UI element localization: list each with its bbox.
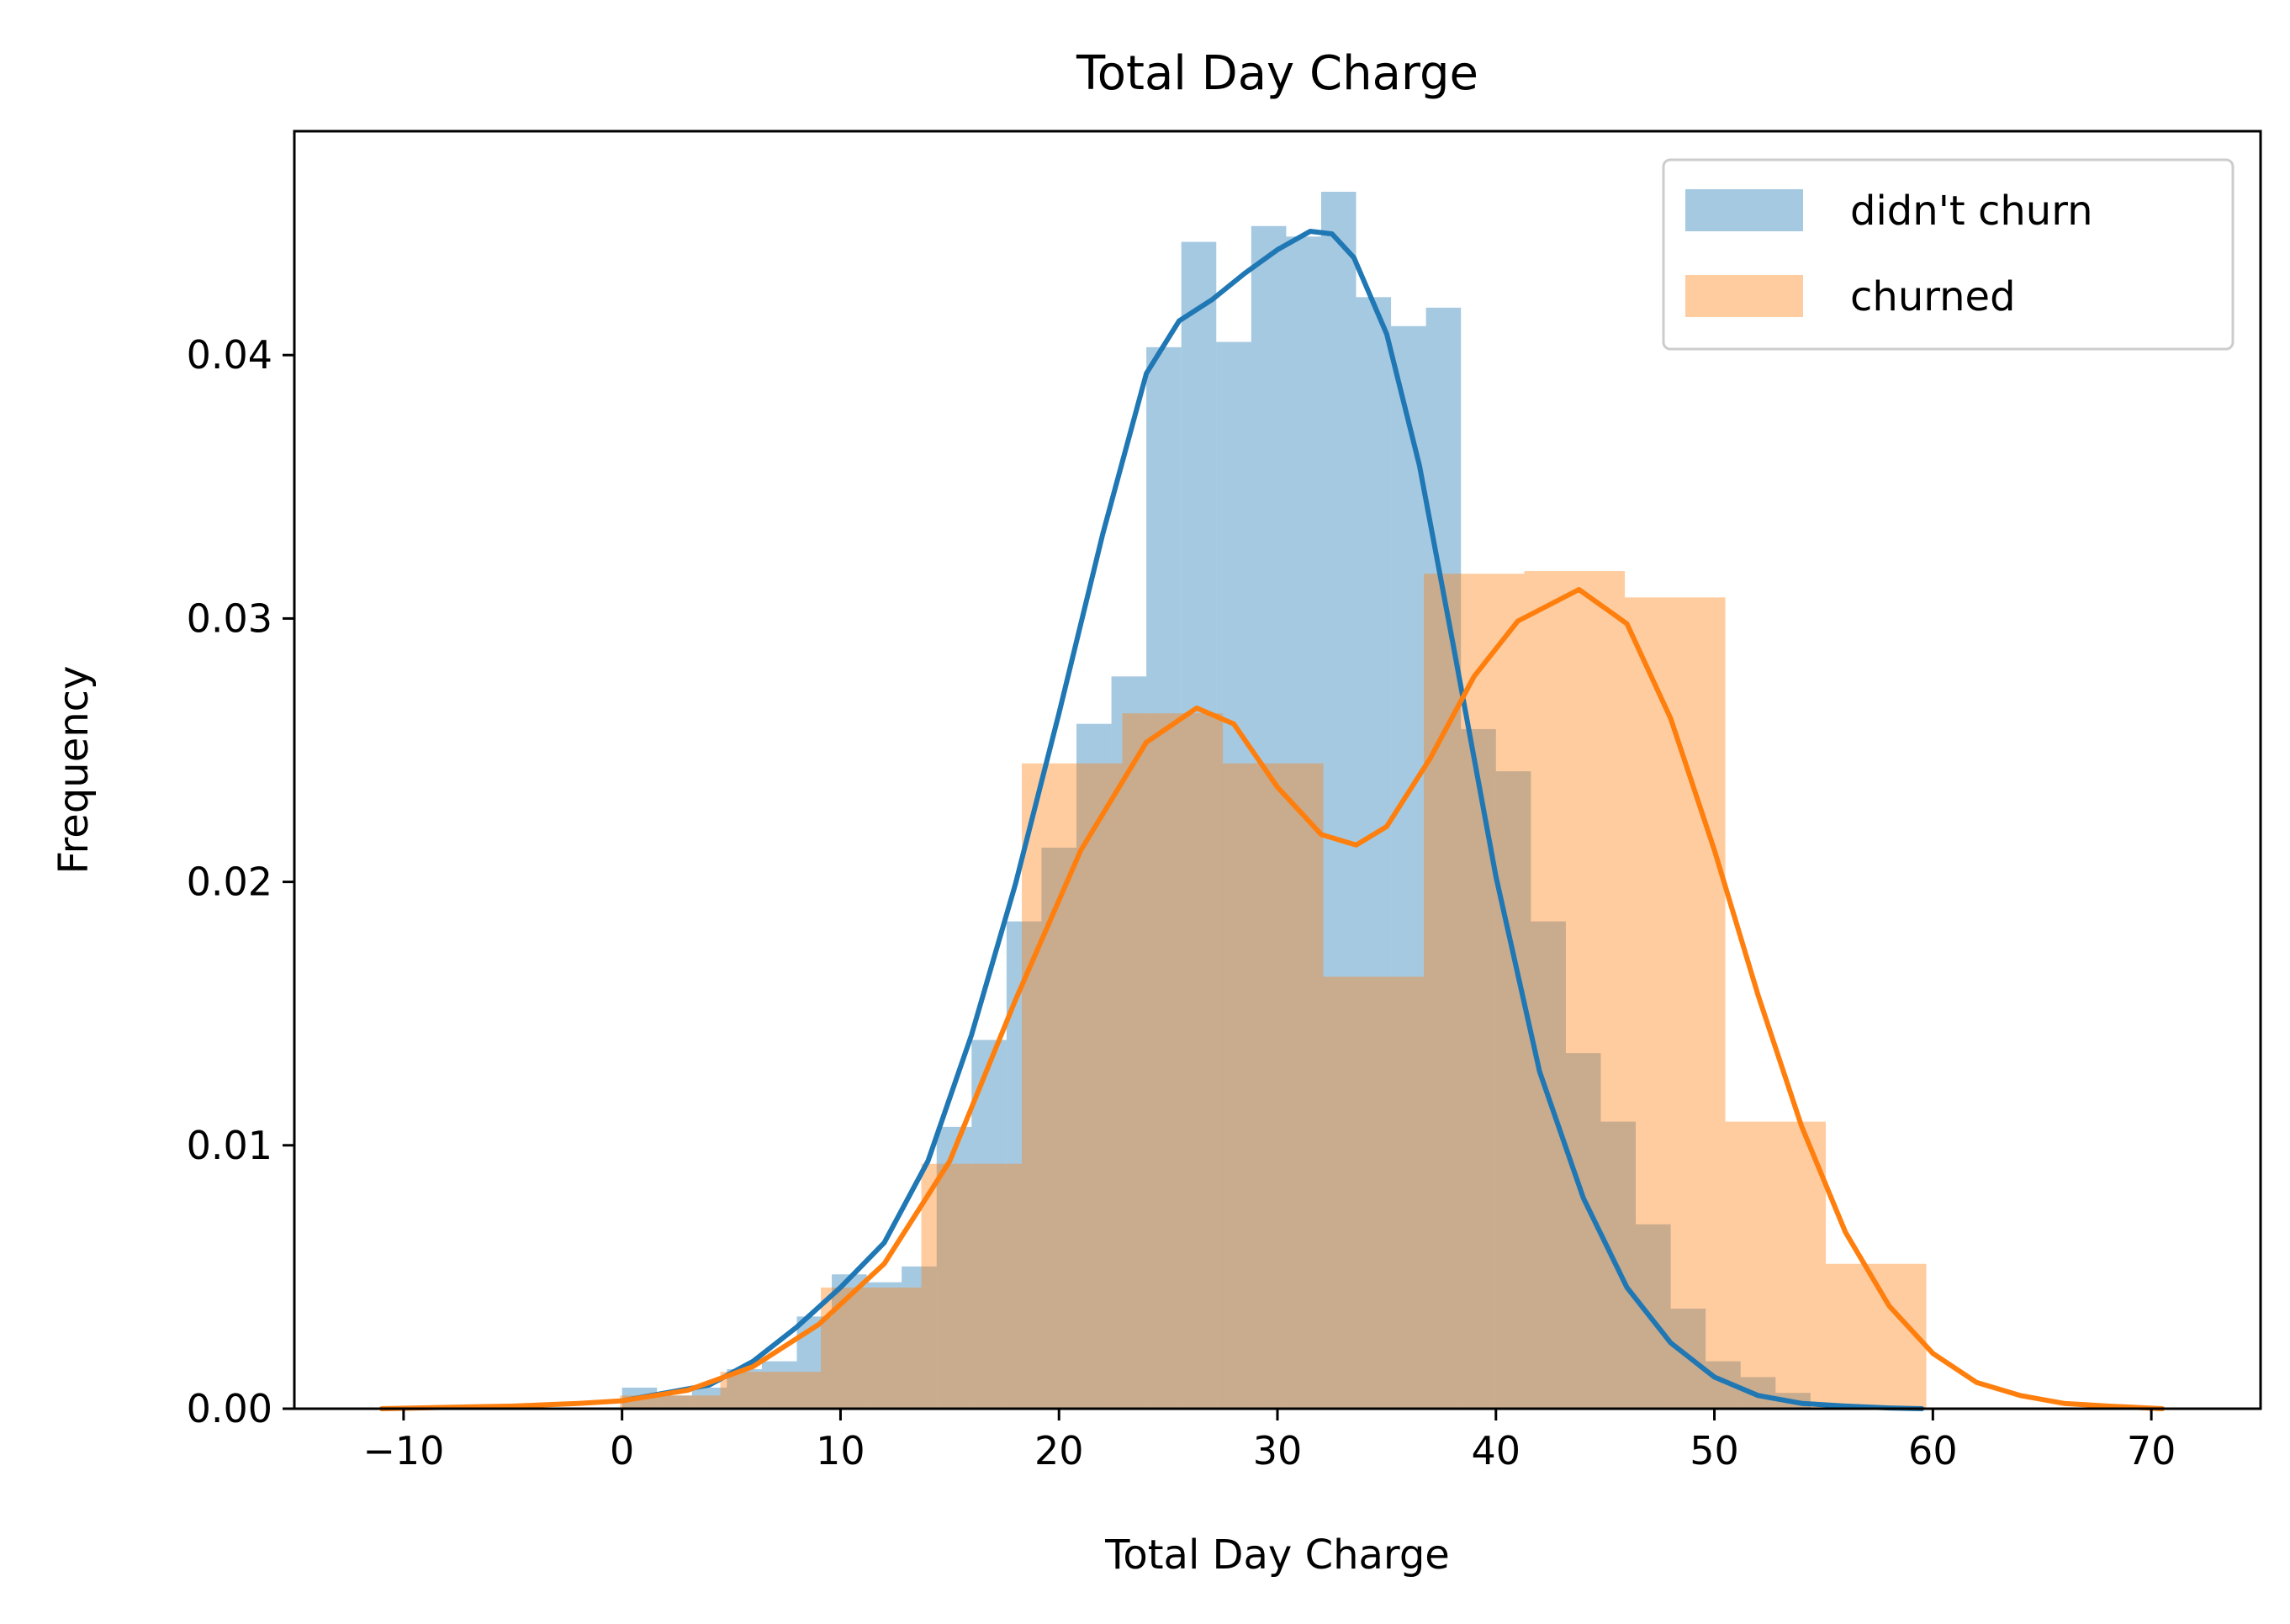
- histogram-bar: [921, 1163, 1023, 1409]
- histogram-bar: [1565, 1053, 1601, 1409]
- chart-title: Total Day Charge: [1076, 46, 1478, 101]
- x-tick-label: 60: [1908, 1428, 1958, 1473]
- histogram-bar: [761, 1361, 797, 1409]
- y-tick-label: 0.04: [187, 332, 272, 378]
- x-tick-label: 70: [2127, 1428, 2176, 1473]
- histogram-bar: [691, 1387, 727, 1409]
- y-tick-label: 0.03: [187, 595, 272, 641]
- legend-swatch-didnt-churn: [1685, 189, 1803, 231]
- legend: didn't churn churned: [1662, 158, 2234, 351]
- histogram-bar: [1216, 341, 1251, 1410]
- x-tick-label: 0: [610, 1428, 634, 1473]
- y-axis-label: Frequency: [50, 666, 98, 875]
- legend-label-churned: churned: [1850, 273, 2016, 320]
- histogram-bar: [1286, 236, 1321, 1410]
- histogram-bar: [1122, 713, 1224, 1409]
- histogram-bars: [620, 192, 1927, 1410]
- y-axis-ticks: 0.00 0.01 0.02 0.03 0.04: [187, 332, 294, 1431]
- x-axis-label: Total Day Charge: [1104, 1531, 1450, 1579]
- x-tick-label: −10: [362, 1428, 444, 1473]
- histogram-bar: [1181, 241, 1217, 1410]
- histogram-bar: [1076, 723, 1112, 1409]
- histogram-bar: [1531, 921, 1566, 1409]
- histogram-bar: [1424, 574, 1525, 1409]
- kde-curves: [378, 229, 2166, 1411]
- y-tick-label: 0.00: [187, 1386, 272, 1431]
- histogram-bar: [1323, 976, 1425, 1409]
- histogram-bar: [1022, 763, 1123, 1409]
- histogram-bar: [1320, 192, 1357, 1410]
- x-axis-ticks: −10 0 10 20 30 40 50 60 70: [362, 1409, 2176, 1473]
- histogram-bar: [1725, 1121, 1827, 1409]
- histogram-bar: [1391, 325, 1426, 1410]
- histogram-bar: [720, 1372, 822, 1409]
- histogram-bar: [866, 1282, 902, 1409]
- histogram-bar: [1524, 571, 1626, 1409]
- kde-line-series-0: [619, 229, 1925, 1411]
- x-tick-label: 20: [1034, 1428, 1084, 1473]
- legend-swatch-churned: [1685, 275, 1803, 317]
- histogram-bar: [1041, 847, 1077, 1409]
- legend-frame: [1662, 158, 2234, 351]
- kde-line-series-1: [378, 587, 2166, 1411]
- histogram-bar: [1425, 307, 1462, 1409]
- histogram-bar: [902, 1266, 937, 1409]
- histogram-bar: [1146, 346, 1182, 1410]
- histogram-bar: [1495, 771, 1531, 1409]
- histogram-bar: [1223, 763, 1324, 1409]
- histogram-bar: [1111, 676, 1147, 1409]
- histogram-bar: [1636, 1224, 1671, 1409]
- x-tick-label: 30: [1253, 1428, 1303, 1473]
- histogram-bar: [1251, 225, 1287, 1410]
- histogram-bar: [1356, 297, 1392, 1409]
- histogram-bar: [971, 1039, 1007, 1409]
- bars-series-0: [621, 192, 1811, 1410]
- y-tick-label: 0.01: [187, 1123, 272, 1168]
- y-tick-label: 0.02: [187, 860, 272, 905]
- histogram-bar: [1625, 597, 1726, 1409]
- x-tick-label: 40: [1472, 1428, 1521, 1473]
- x-tick-label: 10: [816, 1428, 865, 1473]
- histogram-bar: [657, 1395, 692, 1409]
- x-tick-label: 50: [1690, 1428, 1739, 1473]
- legend-label-didnt-churn: didn't churn: [1850, 188, 2093, 235]
